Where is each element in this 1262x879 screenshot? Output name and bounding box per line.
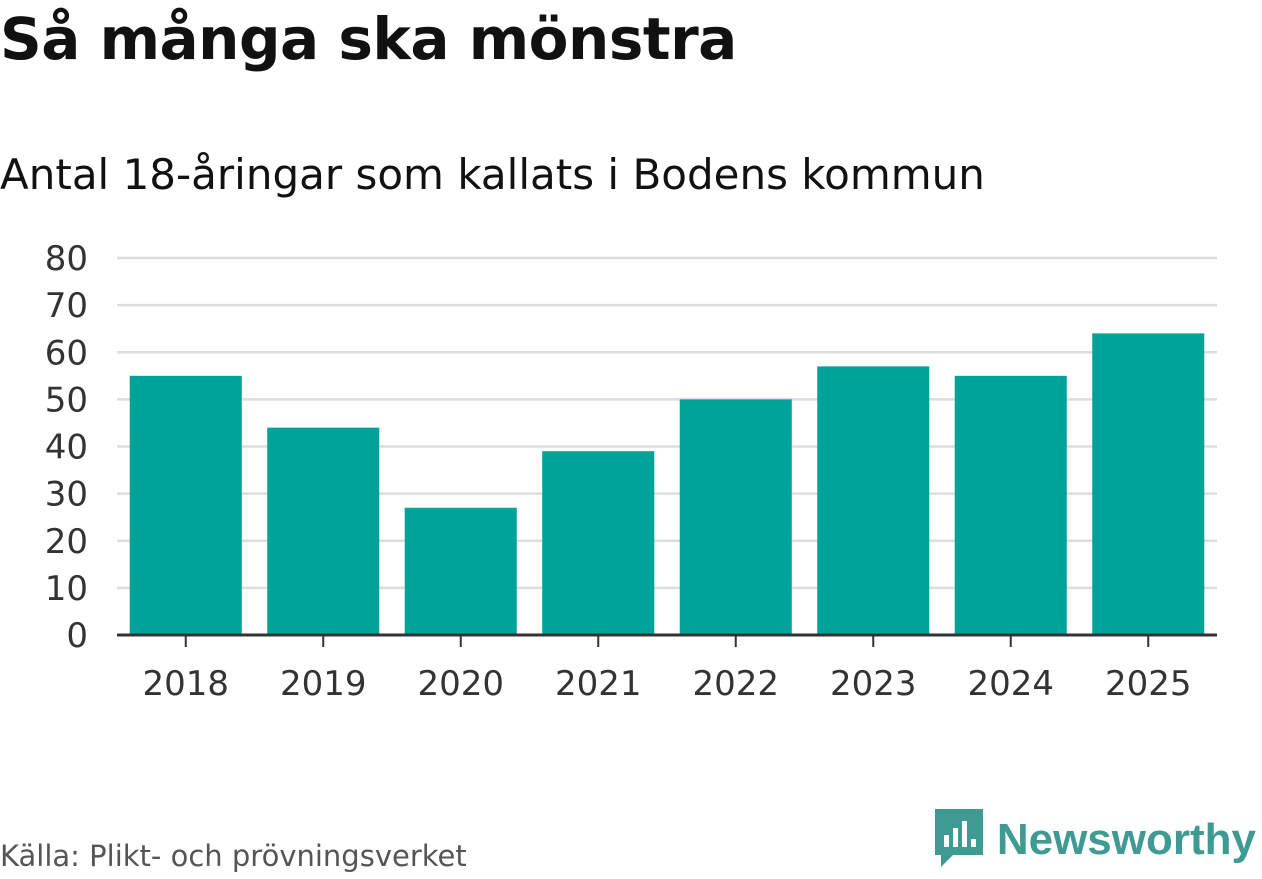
brand-logo: Newsworthy [934,809,1256,871]
bars [129,333,1205,635]
y-tick-label: 80 [45,239,88,279]
bar-2025 [1092,333,1205,635]
bar-2024 [954,375,1067,635]
y-tick-label: 50 [45,380,88,420]
y-tick-label: 30 [45,475,88,515]
bar-2019 [267,427,380,635]
y-tick-label: 20 [45,522,88,562]
x-tick-label: 2021 [555,664,642,704]
y-tick-label: 70 [45,286,88,326]
chart-title: Så många ska mönstra [0,5,737,73]
source-note: Källa: Plikt- och prövningsverket [0,839,467,873]
y-tick-label: 10 [45,569,88,609]
x-tick-label: 2023 [830,664,917,704]
newsworthy-logo-icon [934,809,983,871]
bar-2020 [404,507,517,635]
y-tick-label: 0 [66,616,88,656]
y-tick-label: 40 [45,428,88,468]
chart-subtitle: Antal 18-åringar som kallats i Bodens ko… [0,150,985,199]
x-tick-label: 2020 [417,664,504,704]
bar-2022 [679,399,792,635]
bar-2018 [129,375,242,635]
x-tick-label: 2019 [280,664,367,704]
x-tick-label: 2025 [1105,664,1192,704]
bar-2021 [542,451,655,635]
bar-2023 [817,366,930,635]
y-tick-label: 60 [45,333,88,373]
x-tick-label: 2022 [692,664,779,704]
x-tick-label: 2024 [967,664,1054,704]
x-tick-label: 2018 [142,664,229,704]
axes: 0 10 20 30 40 50 60 70 80 2018 2019 2020 2021 2022 202… [45,239,1217,704]
brand-name: Newsworthy [996,815,1256,864]
